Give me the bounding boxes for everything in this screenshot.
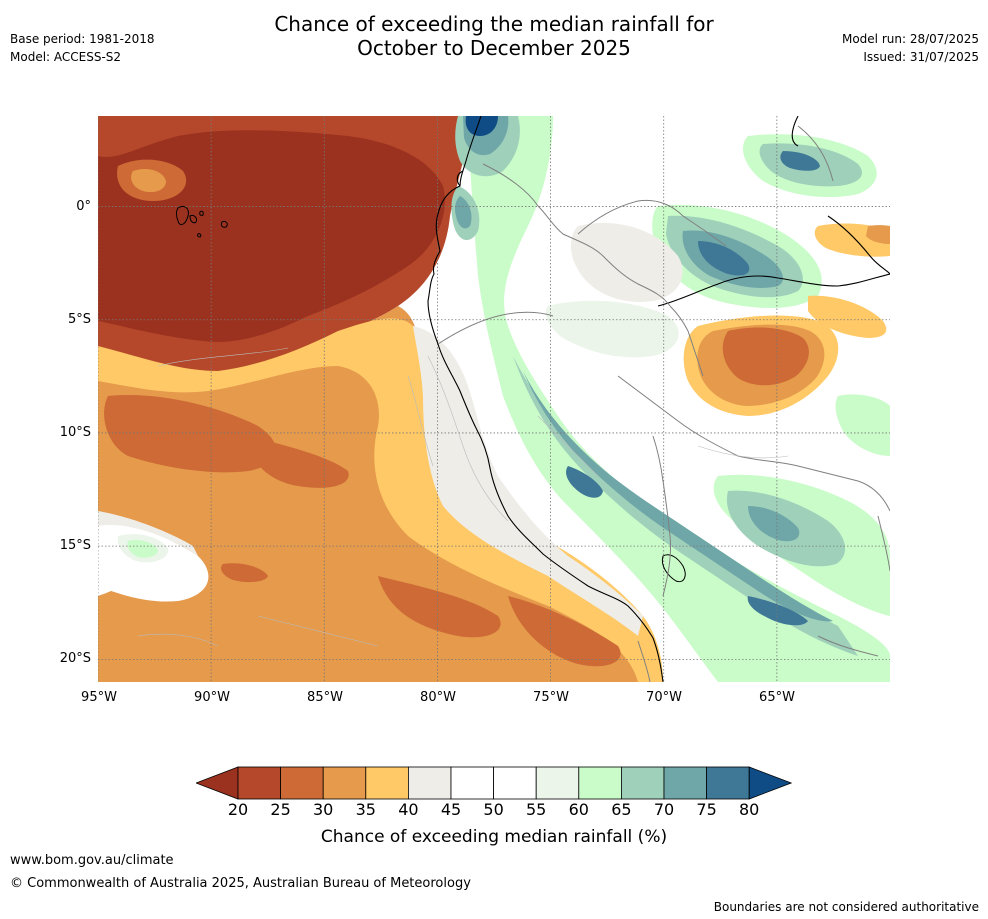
colorbar-label: Chance of exceeding median rainfall (%) xyxy=(320,827,668,847)
header-meta-left: Base period: 1981-2018 Model: ACCESS-S2 xyxy=(10,30,155,66)
region-deep-teal-se xyxy=(748,506,800,542)
lat-label-5s: 5°S xyxy=(67,312,91,327)
colorbar-tick-label: 25 xyxy=(270,800,291,819)
region-lightgreen-center xyxy=(545,300,679,358)
colorbar-segment xyxy=(407,766,452,800)
lat-label-10s: 10°S xyxy=(59,425,91,440)
region-gold-far-east xyxy=(808,295,887,338)
lat-label-15s: 15°S xyxy=(59,538,91,553)
footer-url[interactable]: www.bom.gov.au/climate xyxy=(10,853,174,868)
model-run-text: Model run: 28/07/2025 xyxy=(841,32,979,46)
colorbar-tick-label: 75 xyxy=(696,800,717,819)
coastline-gulf xyxy=(456,170,464,187)
lat-label-0: 0° xyxy=(76,199,91,214)
map-title: Chance of exceeding the median rainfall … xyxy=(0,12,988,60)
river-amazon xyxy=(657,273,890,307)
colorbar-tick-label: 20 xyxy=(227,800,249,819)
region-green-sw xyxy=(127,540,158,558)
colorbar-tick-label: 70 xyxy=(653,800,675,819)
region-light-green xyxy=(468,116,890,682)
lake-titicaca xyxy=(661,554,686,583)
colorbar-tick-label: 55 xyxy=(526,800,547,819)
contour-lines xyxy=(137,347,789,647)
colorbar-segment xyxy=(237,766,281,800)
region-orange-top-east xyxy=(866,225,890,244)
region-blue-top-right xyxy=(780,151,820,171)
lon-label-75w: 75°W xyxy=(533,690,569,705)
region-orange-patch xyxy=(131,169,166,193)
colorbar-segment xyxy=(663,766,707,800)
gridlines xyxy=(98,116,890,682)
region-blue-ne xyxy=(698,241,750,276)
colorbar-tick-label: 50 xyxy=(483,800,504,819)
coast-northeast xyxy=(827,215,890,275)
colorbar-segment xyxy=(620,766,665,800)
region-grey-center xyxy=(570,222,683,302)
colorbar-arrow-low xyxy=(194,766,239,800)
country-borders xyxy=(437,125,890,682)
colorbar-arrow-high xyxy=(748,766,793,800)
lon-label-70w: 70°W xyxy=(646,690,682,705)
region-brown-east xyxy=(722,327,809,386)
region-teal-band xyxy=(513,356,858,656)
colorbar-segment xyxy=(322,766,367,800)
region-brown-south-patch xyxy=(221,563,268,583)
coastline-north xyxy=(791,116,799,147)
colorbar-tick-label: 30 xyxy=(313,800,334,819)
colorbar-segment xyxy=(450,766,494,800)
lat-label-20s: 20°S xyxy=(59,651,91,666)
colorbar-tick-label: 60 xyxy=(568,800,589,819)
footer-copyright: © Commonwealth of Australia 2025, Austra… xyxy=(10,876,471,891)
colorbar-segment xyxy=(280,766,324,800)
colorbar-tick-label: 45 xyxy=(440,800,462,819)
rainfall-map xyxy=(98,116,890,682)
region-grey-south xyxy=(98,511,198,556)
region-blue-patch-coast xyxy=(566,466,603,498)
colorbar-segment xyxy=(365,766,409,800)
colorbar xyxy=(194,766,793,800)
colorbar-segment xyxy=(535,766,580,800)
region-brown-south-1 xyxy=(104,395,277,473)
region-neutral-coast xyxy=(413,326,643,636)
header-meta-right: Model run: 28/07/2025 Issued: 31/07/2025 xyxy=(842,30,979,66)
lon-label-95w: 95°W xyxy=(81,690,117,705)
colorbar-segment xyxy=(706,766,750,800)
lon-label-65w: 65°W xyxy=(759,690,795,705)
model-text: Model: ACCESS-S2 xyxy=(10,50,122,64)
colorbar-tick-label: 35 xyxy=(355,800,376,819)
colorbar-tick-label: 40 xyxy=(398,800,419,819)
region-brown-south-2 xyxy=(248,436,349,488)
region-brown-south-4 xyxy=(508,596,621,667)
region-brown-south-3 xyxy=(378,576,501,638)
region-darkblue-north xyxy=(465,116,498,136)
galapagos-islands xyxy=(176,205,228,238)
coastline xyxy=(427,116,664,682)
colorbar-tick-label: 65 xyxy=(611,800,632,819)
region-green-far-east xyxy=(835,394,890,456)
map-title-line2: October to December 2025 xyxy=(357,36,631,60)
base-period-text: Base period: 1981-2018 xyxy=(10,32,155,46)
map-title-line1: Chance of exceeding the median rainfall … xyxy=(274,12,714,36)
colorbar-tick-label: 80 xyxy=(739,800,760,819)
colorbar-segment xyxy=(578,766,622,800)
region-gold-band xyxy=(98,318,663,682)
colorbar-segment xyxy=(493,766,537,800)
lon-label-90w: 90°W xyxy=(194,690,230,705)
lon-label-85w: 85°W xyxy=(307,690,343,705)
lon-label-80w: 80°W xyxy=(420,690,456,705)
footer-disclaimer: Boundaries are not considered authoritat… xyxy=(713,900,979,914)
region-deep-teal-coast-north xyxy=(455,196,472,229)
issued-text: Issued: 31/07/2025 xyxy=(863,50,979,64)
region-blue-patch-south xyxy=(747,596,808,626)
